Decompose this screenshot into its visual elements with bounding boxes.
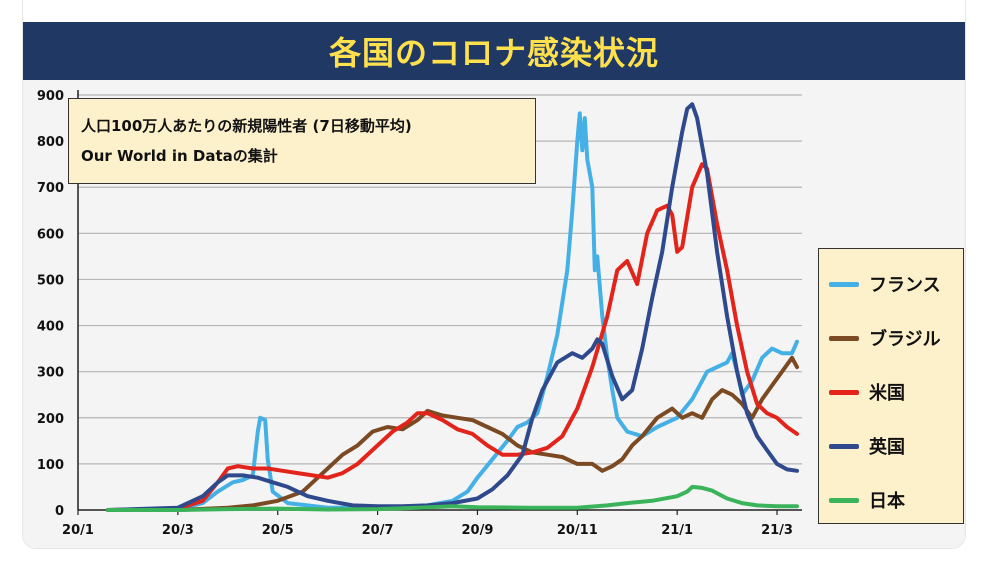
series-line-4 [106,484,799,512]
y-tick-label: 0 [55,504,64,519]
x-axis: 20/1 20/3 20/5 20/7 20/9 20/11 21/1 21/3 [62,509,802,538]
legend-item-uk: 英国 [829,419,963,473]
x-tick-label: 20/3 [162,523,194,538]
legend-label-uk: 英国 [869,437,905,458]
y-tick-label: 500 [37,273,64,288]
y-tick-label: 300 [37,366,64,381]
y-tick-label: 400 [37,320,64,335]
x-tick-label: 21/3 [761,523,793,538]
y-tick-label: 100 [37,458,64,473]
series-line-3 [106,102,799,512]
legend-swatch-france [829,281,859,287]
chart-title: 各国のコロナ感染状況 [328,34,659,72]
legend-item-france: フランス [829,257,963,311]
legend-label-usa: 米国 [869,383,905,404]
y-tick-label: 900 [37,89,64,104]
legend-label-japan: 日本 [869,491,905,512]
legend-swatch-usa [829,389,859,395]
y-tick-label: 600 [37,227,64,242]
legend-swatch-japan [829,497,859,503]
series-lines [106,102,799,512]
series-line-1 [106,355,799,512]
legend-swatch-uk [829,443,859,449]
legend-item-japan: 日本 [829,473,963,527]
x-tick-label: 20/5 [262,523,294,538]
legend-swatch-brazil [829,335,859,341]
y-tick-label: 700 [37,181,64,196]
x-tick-label: 20/9 [462,523,494,538]
annotation-line-1: 人口100万人あたりの新規陽性者 (7日移動平均) [81,117,412,135]
x-tick-label: 20/11 [557,523,598,538]
y-tick-label: 800 [37,135,64,150]
x-tick-label: 20/7 [362,523,394,538]
series-line-0 [106,111,799,512]
annotation-box: 人口100万人あたりの新規陽性者 (7日移動平均) Our World in D… [68,98,536,184]
x-tick-label: 21/1 [661,523,693,538]
legend-item-usa: 米国 [829,365,963,419]
y-tick-label: 200 [37,412,64,427]
x-tick-label: 20/1 [62,523,94,538]
annotation-line-2: Our World in Dataの集計 [81,147,278,165]
legend: フランス ブラジル 米国 英国 日本 [818,248,964,524]
legend-label-france: フランス [869,275,941,296]
series-line-2 [106,162,799,512]
legend-label-brazil: ブラジル [869,329,941,350]
title-bar: 各国のコロナ感染状況 [23,22,965,80]
legend-item-brazil: ブラジル [829,311,963,365]
